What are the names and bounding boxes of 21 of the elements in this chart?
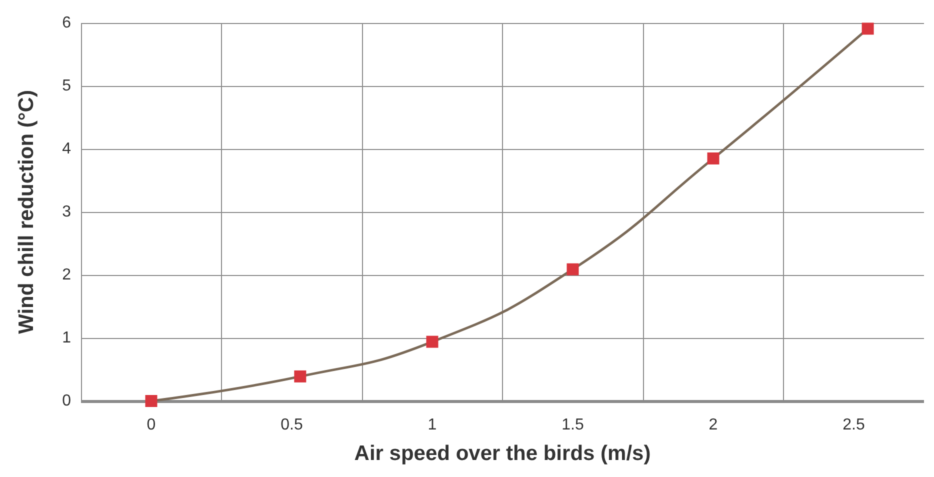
point bbox=[145, 395, 158, 407]
point bbox=[426, 336, 438, 348]
point bbox=[707, 152, 720, 164]
x-tick-label: 1.5 bbox=[562, 416, 584, 434]
y-tick-label: 5 bbox=[62, 78, 72, 94]
x-tick-label: 1 bbox=[428, 416, 437, 434]
x-axis-title: Air speed over the birds (m/s) bbox=[354, 442, 651, 465]
x-tick-label: 2.5 bbox=[842, 416, 865, 434]
y-axis-title: Wind chill reduction (°C) bbox=[15, 90, 38, 334]
x-tick-label: 0 bbox=[146, 416, 156, 434]
point bbox=[862, 22, 874, 35]
y-tick-label: 1 bbox=[62, 330, 72, 346]
x-tick-label: 2 bbox=[708, 416, 718, 434]
point bbox=[294, 370, 306, 382]
y-tick-label: 6 bbox=[62, 14, 72, 32]
y-tick-label: 3 bbox=[62, 204, 72, 220]
point bbox=[566, 263, 579, 276]
y-tick-label: 0 bbox=[62, 392, 72, 410]
x-tick-label: 0.5 bbox=[280, 416, 303, 434]
y-tick-label: 2 bbox=[62, 266, 72, 284]
y-tick-label: 4 bbox=[62, 140, 72, 158]
